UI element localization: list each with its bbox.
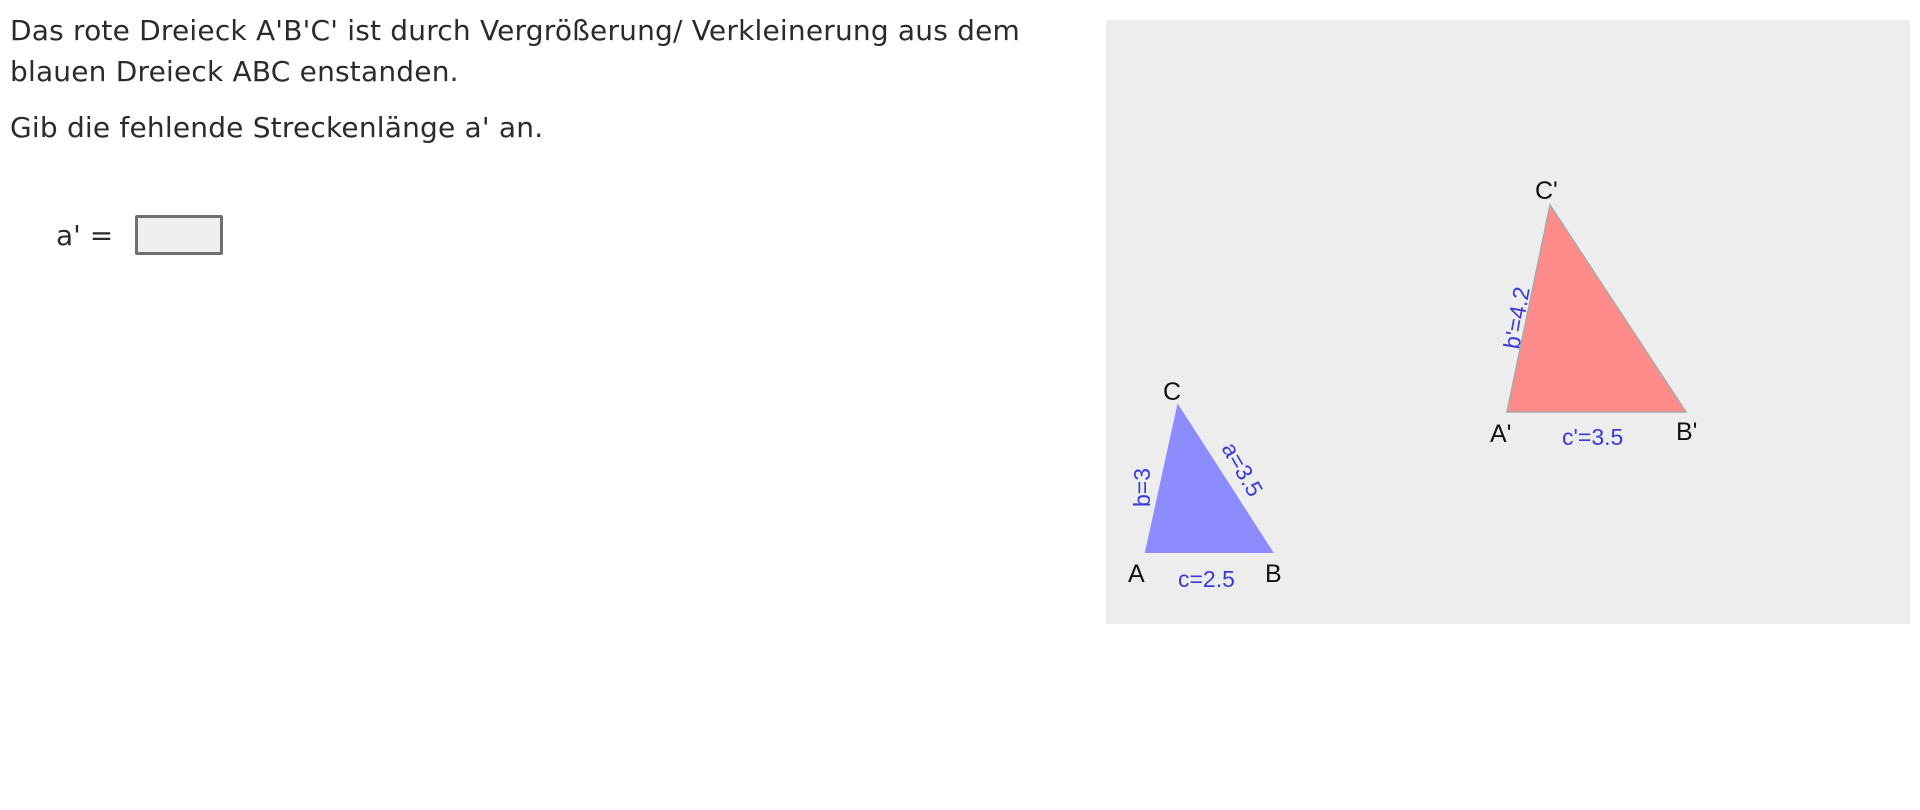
vertex-label-B-prime: B' <box>1676 418 1697 446</box>
task-text: Das rote Dreieck A'B'C' ist durch Vergrö… <box>10 10 1070 148</box>
vertex-label-B: B <box>1265 560 1282 588</box>
vertex-label-A: A <box>1128 560 1145 588</box>
side-label-b: b=3 <box>1129 468 1155 507</box>
triangle-diagram: A B C c=2.5 b=3 a=3.5 A' B' C' c'=3.5 b'… <box>1128 177 1697 592</box>
answer-label: a' = <box>56 218 114 252</box>
side-label-c: c=2.5 <box>1178 566 1235 592</box>
task-description: Das rote Dreieck A'B'C' ist durch Vergrö… <box>10 14 1020 88</box>
answer-input-a-prime[interactable] <box>135 215 224 255</box>
blue-triangle <box>1144 403 1274 553</box>
task-question: Gib die fehlende Streckenlänge a' an. <box>10 111 544 144</box>
side-label-c-prime: c'=3.5 <box>1562 424 1623 450</box>
vertex-label-C: C <box>1163 378 1181 406</box>
figure-panel: A B C c=2.5 b=3 a=3.5 A' B' C' c'=3.5 b'… <box>1106 20 1910 624</box>
vertex-label-C-prime: C' <box>1535 177 1558 205</box>
vertex-label-A-prime: A' <box>1490 420 1511 448</box>
red-triangle <box>1506 203 1688 413</box>
answer-row: a' = <box>56 214 224 256</box>
